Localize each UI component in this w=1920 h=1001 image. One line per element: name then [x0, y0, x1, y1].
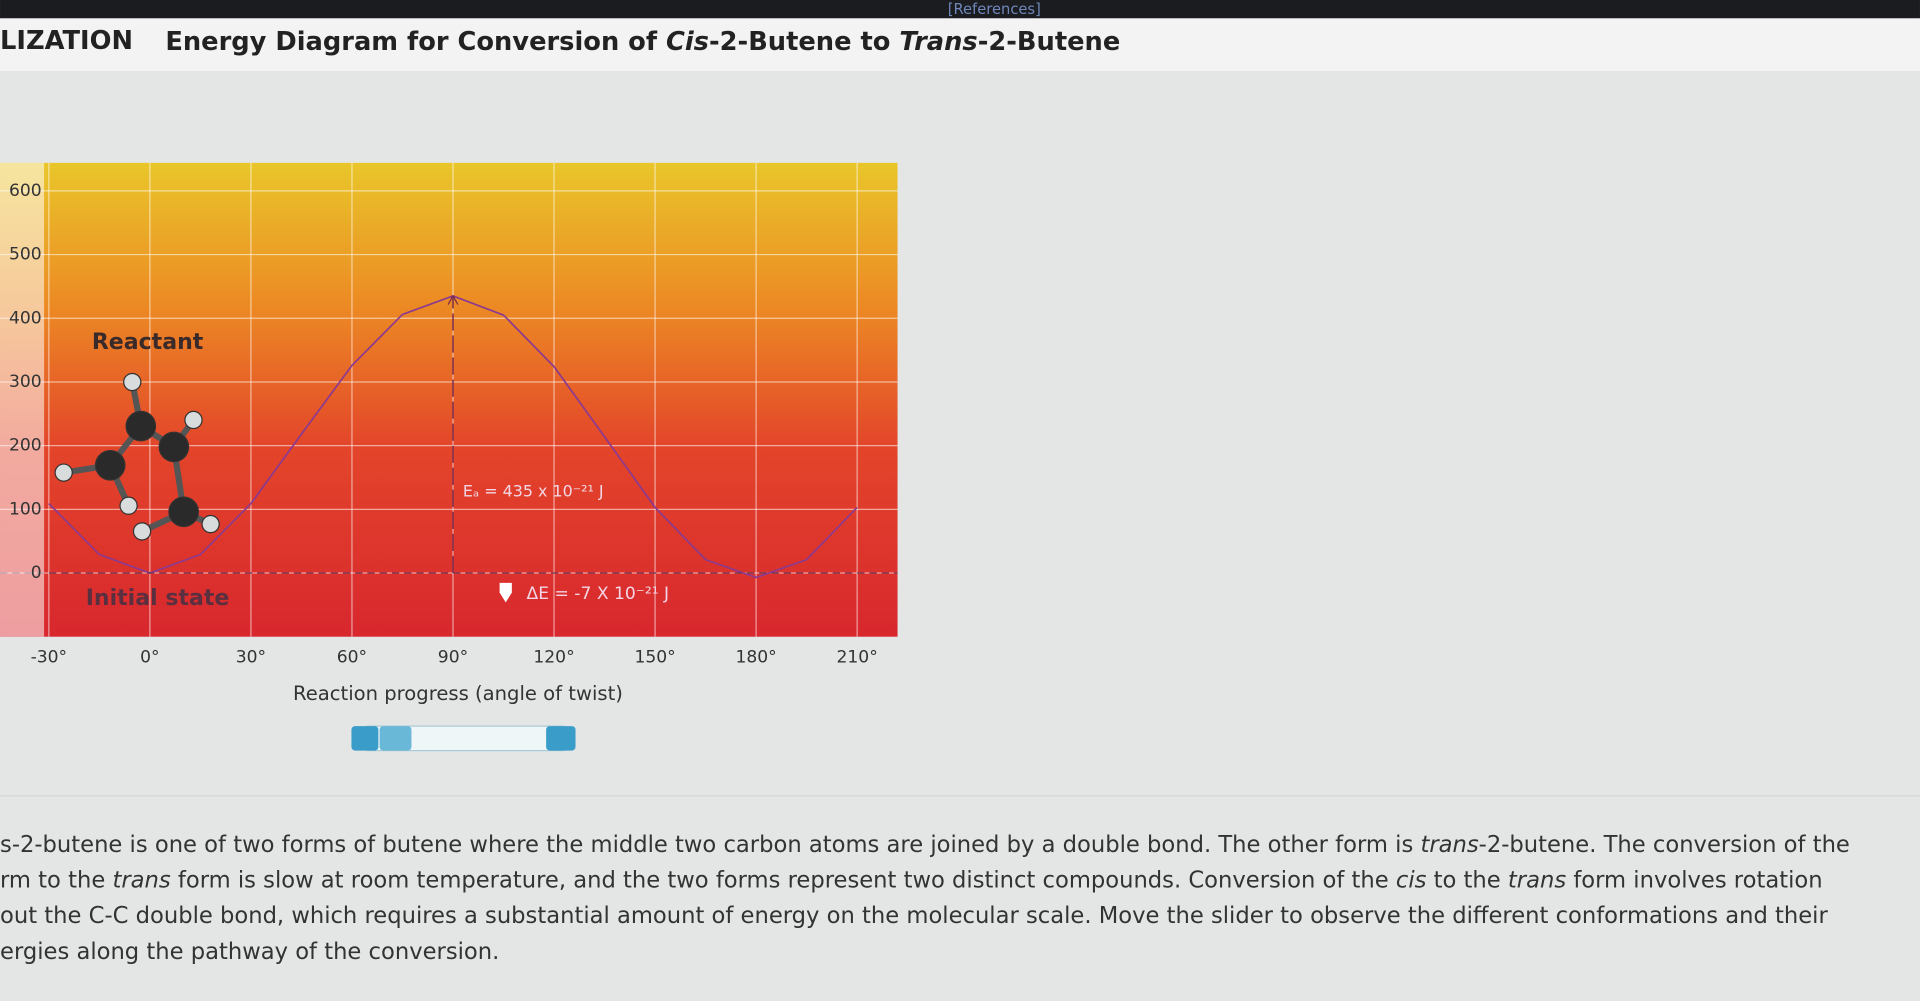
annotation-energy-change: ΔE = -7 X 10⁻²¹ J — [527, 584, 670, 604]
text-segment: trans — [112, 868, 170, 894]
y-tick-label: 200 — [9, 436, 42, 456]
text-segment: s-2-butene is one of two forms of butene… — [0, 832, 1420, 858]
text-segment: ergies along the pathway of the conversi… — [0, 939, 499, 965]
slider[interactable] — [351, 725, 576, 752]
text-segment: Cis — [666, 27, 709, 57]
plot-layer — [0, 162, 898, 637]
references-link[interactable]: [References] — [948, 1, 1041, 18]
slider-thumb[interactable] — [379, 726, 412, 751]
description-line: out the C-C double bond, which requires … — [0, 903, 1828, 929]
y-tick-label: 400 — [9, 308, 42, 328]
y-tick-label: 600 — [9, 181, 42, 201]
text-segment: Energy Diagram for Conversion of — [165, 27, 666, 57]
x-axis-label: Reaction progress (angle of twist) — [293, 682, 623, 705]
y-tick-label: 300 — [9, 372, 42, 392]
y-tick-label: 500 — [9, 245, 42, 265]
x-tick-label: 120° — [533, 648, 574, 668]
x-tick-label: -30° — [31, 648, 68, 668]
molecule — [54, 372, 220, 541]
description-line: s-2-butene is one of two forms of butene… — [0, 832, 1850, 858]
x-tick-label: 180° — [735, 648, 776, 668]
annotation-reactant: Reactant — [92, 330, 204, 355]
y-tick-label: 100 — [9, 499, 42, 519]
text-segment: Trans — [899, 27, 977, 57]
title: Energy Diagram for Conversion of Cis-2-B… — [165, 27, 1120, 57]
x-tick-label: 60° — [337, 648, 367, 668]
barrier-arrowhead — [447, 294, 459, 305]
top-bar — [0, 0, 1920, 19]
text-segment: -2-Butene — [978, 27, 1121, 57]
x-tick-label: 0° — [140, 648, 159, 668]
description-line: rm to the trans form is slow at room tem… — [0, 868, 1823, 894]
text-segment: out the C-C double bond, which requires … — [0, 903, 1828, 929]
text-segment: -2-butene. The conversion of the — [1479, 832, 1850, 858]
x-tick-label: 30° — [236, 648, 266, 668]
text-segment: to the — [1426, 868, 1507, 894]
header-band — [0, 18, 1920, 72]
slider-back-button[interactable] — [351, 726, 379, 751]
section-label: LIZATION — [0, 26, 133, 56]
x-tick-label: 150° — [634, 648, 675, 668]
x-tick-label: 90° — [438, 648, 468, 668]
text-segment: form involves rotation — [1566, 868, 1822, 894]
text-segment: rm to the — [0, 868, 112, 894]
text-segment: cis — [1396, 868, 1427, 894]
slider-forward-button[interactable] — [546, 726, 576, 751]
x-tick-label: 210° — [837, 648, 878, 668]
annotation-initial-state: Initial state — [86, 586, 230, 611]
text-segment: trans — [1508, 868, 1566, 894]
text-segment: trans — [1420, 832, 1478, 858]
description-line: ergies along the pathway of the conversi… — [0, 939, 499, 965]
text-segment: -2-Butene to — [709, 27, 899, 57]
description: s-2-butene is one of two forms of butene… — [0, 832, 1850, 965]
text-segment: form is slow at room temperature, and th… — [171, 868, 1396, 894]
y-label-backdrop — [0, 162, 45, 637]
plot: 0 100 200 300 400 500 600 -30° 0° 30° 60° 90° 120° 15… — [0, 162, 898, 668]
annotation-activation-energy: Eₐ = 435 x 10⁻²¹ J — [463, 482, 604, 501]
y-tick-label: 0 — [31, 563, 42, 583]
